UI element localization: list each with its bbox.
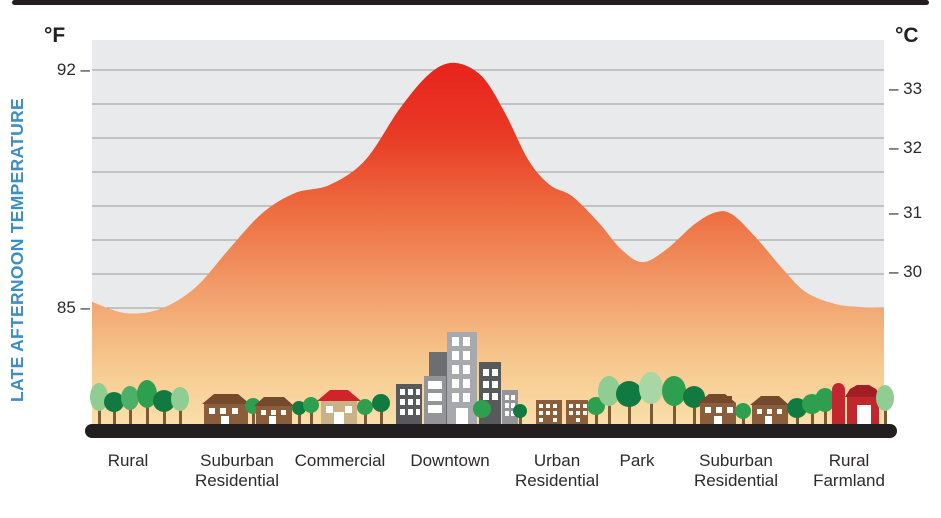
category-label-commercial: Commercial	[294, 451, 386, 470]
c-tick-33: – 33	[889, 79, 923, 98]
tree-trunks	[98, 403, 887, 426]
category-label-downtown: Downtown	[410, 451, 490, 470]
downtown-buildings	[396, 332, 527, 425]
f-tick-92: 92 –	[56, 60, 90, 79]
category-label-rural: Rural	[107, 451, 149, 470]
c-tick-31: – 31	[889, 203, 923, 222]
y-axis-title: LATE AFTERNOON TEMPERATURE	[7, 98, 27, 402]
temperature-area	[92, 62, 884, 428]
category-label-suburban-residential-2: Suburban Residential	[693, 451, 779, 490]
park-trees	[598, 372, 705, 408]
rural-trees	[90, 380, 189, 412]
suburban-houses	[202, 394, 319, 425]
fahrenheit-unit-label: °F	[44, 24, 66, 47]
category-label-park: Park	[619, 451, 655, 470]
category-label-suburban-residential-1: Suburban Residential	[194, 451, 280, 490]
urban-residential-buildings	[536, 397, 605, 425]
farmland-barn	[815, 383, 894, 425]
c-tick-30: – 30	[889, 262, 923, 281]
category-label-urban-residential: Urban Residential	[514, 451, 600, 490]
celsius-unit-label: °C	[895, 24, 919, 47]
f-tick-85: 85 –	[56, 298, 90, 317]
c-tick-32: – 32	[889, 138, 923, 157]
ground-bar	[85, 424, 897, 438]
category-label-rural-farmland: Rural Farmland	[813, 451, 885, 490]
commercial-buildings	[317, 390, 390, 425]
top-rule	[12, 0, 929, 5]
scenery-illustration	[85, 332, 897, 438]
